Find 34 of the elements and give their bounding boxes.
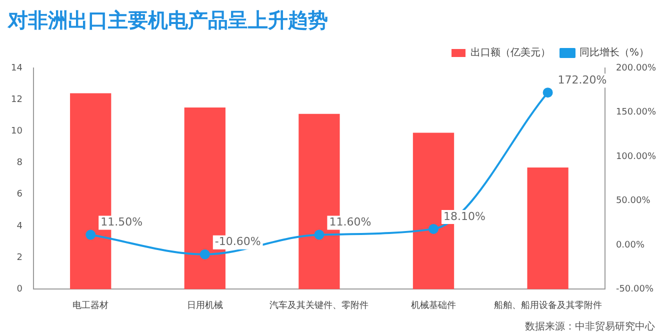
x-tick-label: 机械基础件 bbox=[411, 300, 456, 311]
y2-tick-label: 100.00% bbox=[616, 152, 656, 162]
source-note: 数据来源：中非贸易研究中心 bbox=[525, 320, 655, 333]
y-tick-label: 0 bbox=[16, 284, 23, 295]
chart-title: 对非洲出口主要机电产品呈上升趋势 bbox=[7, 8, 328, 32]
y-tick-label: 2 bbox=[16, 252, 22, 263]
point bbox=[200, 249, 210, 260]
y2-tick-label: 50.00% bbox=[616, 196, 651, 206]
point bbox=[314, 230, 324, 240]
data-label: 18.10% bbox=[444, 210, 486, 223]
y-tick-label: 12 bbox=[11, 94, 22, 105]
data-label: 172.20% bbox=[558, 73, 607, 86]
legend-label: 同比增长（%） bbox=[580, 46, 650, 59]
data-label: 11.50% bbox=[100, 216, 143, 229]
y-tick-label: 4 bbox=[16, 221, 23, 232]
data-label: 11.60% bbox=[329, 216, 372, 229]
x-tick-label: 电工器材 bbox=[72, 300, 109, 311]
y2-tick-label: -50.00% bbox=[616, 284, 654, 295]
point bbox=[542, 88, 553, 98]
y2-tick-label: 200.00% bbox=[616, 63, 656, 74]
y-tick-label: 10 bbox=[11, 126, 23, 137]
y2-tick-label: 0.00% bbox=[616, 240, 645, 250]
x-tick-label: 汽车及其关键件、零附件 bbox=[270, 300, 369, 311]
y-tick-label: 8 bbox=[16, 158, 23, 168]
data-label: -10.60% bbox=[214, 235, 261, 248]
x-tick-label: 日用机械 bbox=[186, 300, 223, 311]
y-tick-label: 14 bbox=[11, 63, 23, 74]
y-tick-label: 6 bbox=[16, 190, 23, 200]
point bbox=[86, 230, 96, 240]
legend-label: 出口额（亿美元） bbox=[470, 46, 550, 59]
point bbox=[428, 224, 439, 234]
x-tick-label: 船舶、船用设备及其零附件 bbox=[494, 300, 602, 311]
y2-tick-label: 150.00% bbox=[616, 108, 656, 118]
bar bbox=[527, 168, 568, 290]
